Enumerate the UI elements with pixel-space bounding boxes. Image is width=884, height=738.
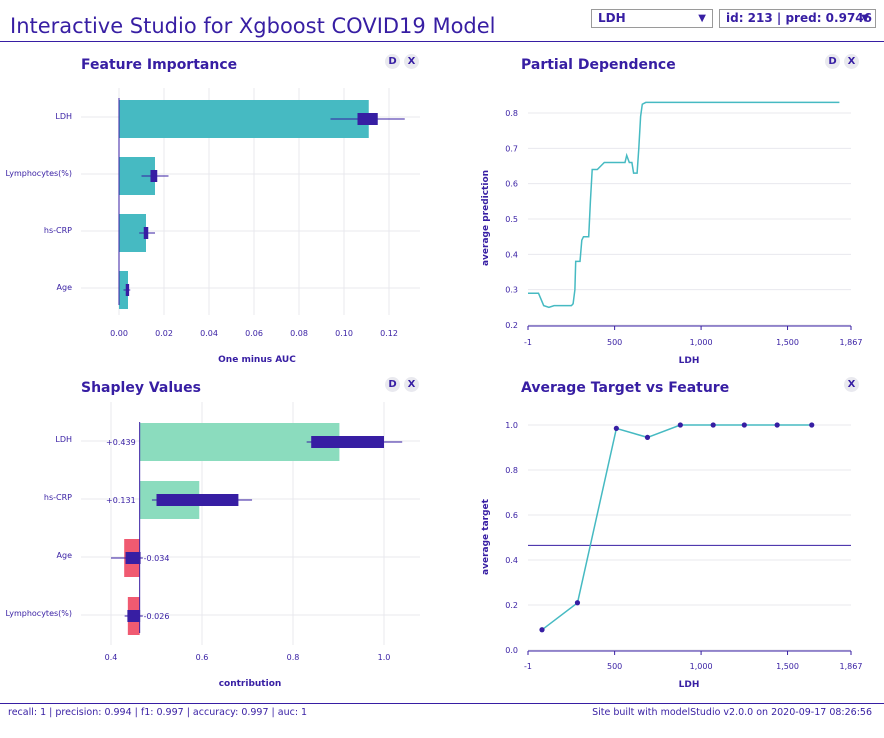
boxplot-box	[311, 436, 384, 448]
average-target-close-button[interactable]: X	[844, 377, 859, 392]
x-tick-label: 0.06	[245, 329, 263, 338]
x-tick-label: 0.6	[196, 653, 209, 662]
x-axis-label: LDH	[679, 356, 700, 366]
target-point	[809, 422, 815, 428]
y-tick-label: 0.6	[505, 511, 518, 520]
target-point	[710, 422, 716, 428]
shap-value-label: +0.131	[106, 496, 136, 505]
boxplot-box	[127, 610, 141, 622]
feature-importance-close-button[interactable]: X	[404, 54, 419, 69]
y-axis-label: average prediction	[481, 170, 491, 266]
x-tick-label: 1,500	[776, 662, 799, 671]
shap-bar	[139, 423, 340, 461]
y-tick-label: 0.4	[505, 250, 518, 259]
y-tick-label: 0.0	[505, 646, 518, 655]
shapley-values-close-button[interactable]: X	[404, 377, 419, 392]
boxplot-box	[125, 552, 141, 564]
y-tick-label: 0.2	[505, 321, 518, 330]
variable-select[interactable]: LDH ▼	[591, 9, 713, 28]
x-tick-label: 1,867	[840, 662, 863, 671]
partial-dependence-close-button[interactable]: X	[844, 54, 859, 69]
shapley-values-title: Shapley Values	[81, 380, 201, 396]
y-tick-label: 0.5	[505, 215, 518, 224]
x-tick-label: 0.10	[335, 329, 353, 338]
partial-dependence-description-button[interactable]: D	[825, 54, 840, 69]
average-target-title: Average Target vs Feature	[521, 380, 730, 396]
feature-importance-description-button[interactable]: D	[385, 54, 400, 69]
target-point	[741, 422, 747, 428]
x-tick-label: 500	[607, 662, 622, 671]
target-point	[574, 600, 581, 606]
footer-metrics: recall: 1 | precision: 0.994 | f1: 0.997…	[8, 707, 308, 718]
x-tick-label: 1,867	[840, 338, 863, 347]
shapley-values-description-button[interactable]: D	[385, 377, 400, 392]
x-tick-label: 0.00	[110, 329, 128, 338]
x-tick-label: 1,000	[690, 338, 713, 347]
observation-select[interactable]: id: 213 | pred: 0.9746 ▼	[719, 9, 876, 28]
y-tick-label: 0.7	[505, 144, 518, 153]
page-title: Interactive Studio for Xgboost COVID19 M…	[10, 14, 496, 38]
y-tick-label: 0.6	[505, 180, 518, 189]
x-tick-label: 1,000	[690, 662, 713, 671]
x-tick-label: -1	[524, 338, 532, 347]
target-point	[613, 425, 619, 431]
boxplot-box	[357, 113, 378, 125]
x-axis-label: contribution	[219, 679, 282, 689]
x-axis-label: One minus AUC	[218, 355, 296, 365]
chevron-down-icon: ▼	[861, 13, 869, 24]
boxplot-box	[125, 284, 130, 296]
target-series-line	[541, 424, 812, 631]
y-tick-label: Age	[57, 283, 73, 292]
importance-bar	[119, 100, 369, 138]
target-point	[644, 434, 651, 440]
y-tick-label: 0.3	[505, 286, 518, 295]
boxplot-box	[143, 227, 149, 239]
x-axis-label: LDH	[679, 680, 700, 690]
feature-importance-title: Feature Importance	[81, 57, 238, 73]
target-point	[677, 422, 683, 428]
x-tick-label: 0.08	[290, 329, 308, 338]
shap-value-label: +0.439	[106, 438, 136, 447]
y-tick-label: 1.0	[505, 421, 518, 430]
boxplot-box	[156, 494, 239, 506]
y-tick-label: 0.4	[505, 556, 518, 565]
x-tick-label: 0.02	[155, 329, 173, 338]
footer-credit: Site built with modelStudio v2.0.0 on 20…	[592, 707, 872, 718]
y-tick-label: 0.8	[505, 109, 518, 118]
y-tick-label: 0.8	[505, 466, 518, 475]
chevron-down-icon: ▼	[698, 13, 706, 24]
partial-dependence-title: Partial Dependence	[521, 57, 676, 73]
x-tick-label: 0.04	[200, 329, 218, 338]
target-point	[774, 422, 780, 428]
x-tick-label: 0.8	[287, 653, 300, 662]
y-tick-label: LDH	[55, 112, 72, 121]
header-divider	[0, 41, 884, 42]
target-point	[539, 627, 545, 633]
x-tick-label: -1	[524, 662, 532, 671]
x-tick-label: 1,500	[776, 338, 799, 347]
y-axis-label: average target	[481, 498, 491, 575]
variable-select-value: LDH	[598, 11, 626, 25]
x-tick-label: 1.0	[378, 653, 391, 662]
pd-series-line	[528, 101, 840, 309]
x-tick-label: 500	[607, 338, 622, 347]
observation-select-value: id: 213 | pred: 0.9746	[726, 11, 872, 25]
y-tick-label: hs-CRP	[44, 493, 72, 502]
boxplot-box	[150, 170, 158, 182]
y-tick-label: LDH	[55, 435, 72, 444]
y-tick-label: hs-CRP	[44, 226, 72, 235]
y-tick-label: Age	[57, 551, 73, 560]
footer-divider	[0, 703, 884, 704]
shap-value-label: -0.034	[144, 554, 170, 563]
y-tick-label: 0.2	[505, 601, 518, 610]
x-tick-label: 0.12	[380, 329, 398, 338]
y-tick-label: Lymphocytes(%)	[6, 609, 73, 618]
x-tick-label: 0.4	[105, 653, 118, 662]
shap-value-label: -0.026	[144, 612, 170, 621]
y-tick-label: Lymphocytes(%)	[6, 169, 73, 178]
